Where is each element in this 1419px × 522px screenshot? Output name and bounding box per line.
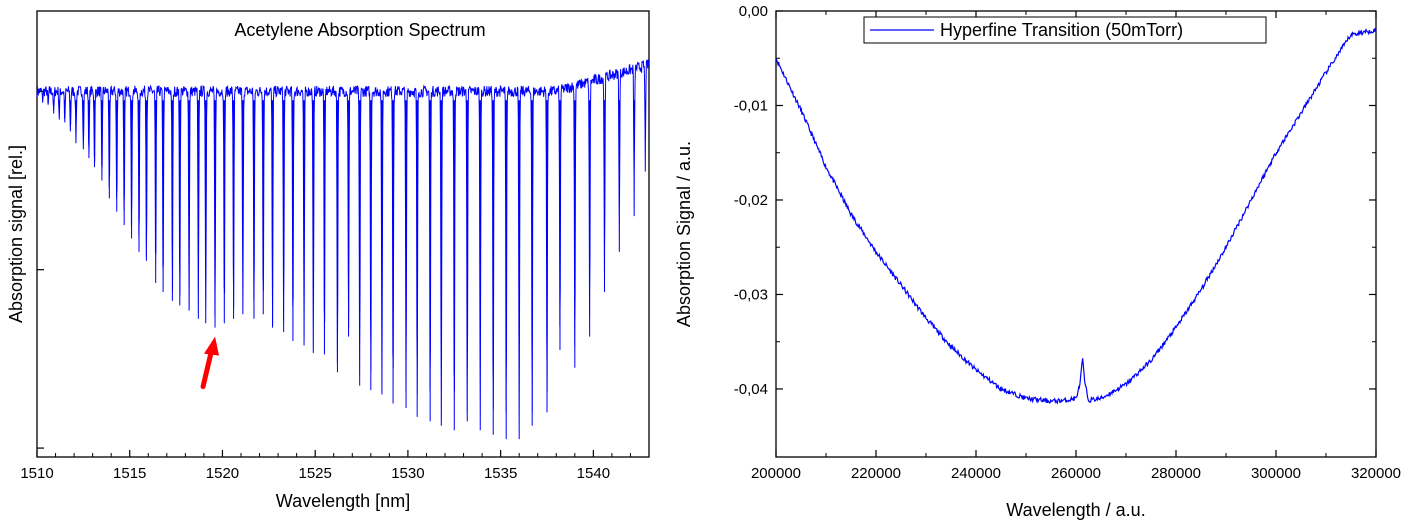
right-x-ticks: 200000 220000 240000 260000 280000 300000 3200…: [751, 11, 1401, 482]
right-hyperfine-line: [775, 27, 1377, 405]
legend: Hyperfine Transition (50mTorr): [863, 16, 1267, 44]
left-spectrum-line: [36, 59, 650, 440]
right-y-tick-label: -0,03: [734, 286, 768, 303]
left-x-tick-label: 1520: [206, 465, 239, 482]
right-y-ticks: -0,04 -0,03 -0,02 -0,01 0,00: [734, 3, 1376, 398]
chart-left-title: Acetylene Absorption Spectrum: [234, 20, 485, 40]
right-y-tick-label: -0,01: [734, 97, 768, 114]
left-x-tick-label: 1525: [298, 465, 331, 482]
arrow-shaft: [200, 346, 215, 390]
right-x-tick-label: 260000: [1051, 465, 1101, 482]
right-y-tick-label: 0,00: [739, 3, 768, 20]
chart-left: Acetylene Absorption Spectrum 1510 1515 15…: [6, 10, 650, 511]
right-x-tick-label: 200000: [751, 465, 801, 482]
left-y-axis-label: Absorption signal [rel.]: [6, 145, 26, 323]
right-y-tick-label: -0,02: [734, 192, 768, 209]
right-x-tick-label: 220000: [851, 465, 901, 482]
plot-frame-left: [36, 10, 650, 458]
right-x-tick-label: 320000: [1351, 465, 1401, 482]
arrow-head: [204, 336, 220, 356]
right-x-tick-label: 300000: [1251, 465, 1301, 482]
right-y-tick-label: -0,04: [734, 381, 768, 398]
right-x-axis-label: Wavelength / a.u.: [1006, 500, 1145, 520]
right-y-axis-label: Absorption Signal / a.u.: [674, 141, 694, 327]
left-x-tick-label: 1510: [20, 465, 53, 482]
right-x-tick-label: 240000: [951, 465, 1001, 482]
legend-label: Hyperfine Transition (50mTorr): [940, 20, 1183, 40]
left-x-tick-label: 1535: [484, 465, 517, 482]
chart-right: 200000 220000 240000 260000 280000 300000 3200…: [674, 3, 1401, 520]
plot-frame-right: [775, 10, 1377, 458]
right-x-tick-label: 280000: [1151, 465, 1201, 482]
red-arrow-annotation: [200, 336, 220, 390]
left-x-tick-label: 1530: [391, 465, 424, 482]
left-x-tick-label: 1515: [113, 465, 146, 482]
left-x-axis-label: Wavelength [nm]: [276, 491, 410, 511]
left-x-tick-label: 1540: [577, 465, 610, 482]
left-x-ticks: 1510 1515 1520 1525 1530 1535 1540: [20, 450, 631, 482]
